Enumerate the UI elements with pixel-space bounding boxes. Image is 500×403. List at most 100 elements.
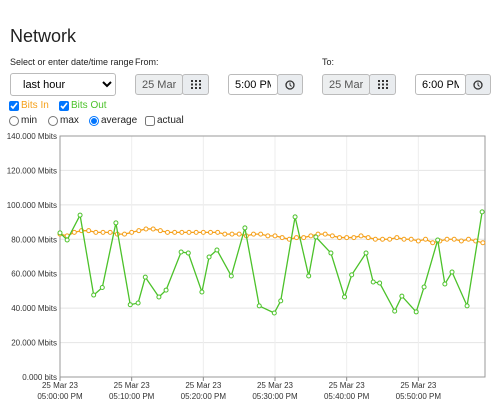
x-tick-label: 25 Mar 23	[185, 381, 222, 390]
data-point	[328, 250, 334, 256]
data-point	[415, 238, 421, 244]
data-point	[466, 236, 472, 242]
data-point	[71, 229, 77, 235]
series-label: Bits In	[21, 100, 49, 111]
data-point	[480, 240, 486, 246]
data-point	[458, 238, 464, 244]
mode-label: max	[60, 115, 79, 126]
range-select[interactable]: last hour	[10, 73, 116, 96]
data-point	[342, 294, 348, 300]
data-point	[413, 309, 419, 315]
data-point	[135, 300, 141, 306]
data-point	[394, 235, 400, 241]
data-point	[172, 229, 178, 235]
data-point	[122, 231, 128, 237]
page-title: Network	[10, 26, 77, 46]
data-point	[113, 220, 119, 226]
from-time[interactable]	[228, 74, 278, 95]
from-date[interactable]	[135, 74, 183, 95]
data-point	[337, 235, 343, 241]
clock-icon	[285, 79, 295, 90]
data-point	[430, 240, 436, 246]
y-tick-label: 120.000 Mbits	[7, 166, 57, 175]
data-point	[99, 284, 105, 290]
data-point	[344, 235, 350, 241]
data-point	[358, 233, 364, 239]
data-point	[208, 229, 214, 235]
radio[interactable]	[9, 115, 19, 126]
x-tick-label: 25 Mar 23	[329, 381, 366, 390]
data-point	[401, 236, 407, 242]
data-point	[399, 293, 405, 299]
mode-radio[interactable]: average	[89, 115, 137, 126]
data-point	[449, 269, 455, 275]
data-point	[91, 292, 97, 298]
radio[interactable]	[89, 115, 99, 126]
calendar-button[interactable]	[369, 74, 396, 95]
series-label: Bits Out	[71, 100, 107, 111]
radio[interactable]	[48, 115, 58, 126]
data-point	[142, 274, 148, 280]
data-point	[93, 229, 99, 235]
data-point	[178, 249, 184, 255]
mode-label: min	[21, 115, 38, 126]
data-point	[77, 212, 83, 218]
data-point	[127, 302, 133, 308]
data-point	[143, 226, 149, 232]
x-tick-label: 25 Mar 23	[257, 381, 294, 390]
mode-radio[interactable]: min	[9, 115, 37, 126]
series-toggle[interactable]: Bits In	[9, 100, 49, 111]
calendar-button[interactable]	[182, 74, 209, 95]
series-toggle[interactable]: Bits Out	[59, 100, 107, 111]
data-point	[107, 229, 113, 235]
data-point	[365, 235, 371, 241]
y-tick-label: 40.000 Mbits	[11, 304, 57, 313]
x-tick-label: 05:20:00 PM	[181, 392, 227, 401]
x-tick-label: 25 Mar 23	[114, 381, 151, 390]
y-tick-label: 80.000 Mbits	[11, 235, 57, 244]
data-point	[351, 235, 357, 241]
y-tick-label: 100.000 Mbits	[7, 201, 57, 210]
data-point	[258, 231, 264, 237]
data-point	[278, 298, 284, 304]
y-tick-label: 20.000 Mbits	[11, 339, 57, 348]
clock-button[interactable]	[465, 74, 491, 95]
checkbox[interactable]	[145, 115, 155, 126]
to-time[interactable]	[415, 74, 466, 95]
data-point	[228, 273, 234, 279]
data-point	[363, 250, 369, 256]
data-point	[222, 231, 228, 237]
data-point	[163, 287, 169, 293]
calendar-icon	[190, 80, 201, 89]
from-label: From:	[135, 57, 159, 67]
mode-radio[interactable]: max	[48, 115, 79, 126]
x-tick-label: 25 Mar 23	[42, 381, 79, 390]
clock-button[interactable]	[277, 74, 303, 95]
data-point	[165, 229, 171, 235]
data-point	[86, 228, 92, 234]
to-date[interactable]	[322, 74, 370, 95]
data-point	[306, 273, 312, 279]
data-point	[372, 236, 378, 242]
data-point	[444, 236, 450, 242]
data-point	[423, 236, 429, 242]
checkbox[interactable]	[59, 100, 69, 111]
plot-border	[59, 135, 486, 378]
chart: 0.000 bits 20.000 Mbits 40.000 Mbits 60.000…	[7, 132, 486, 401]
data-point	[265, 233, 271, 239]
actual-label: actual	[157, 115, 184, 126]
checkbox[interactable]	[9, 100, 19, 111]
data-point	[279, 235, 285, 241]
data-point	[229, 231, 235, 237]
actual-toggle[interactable]: actual	[145, 115, 184, 126]
data-point	[185, 250, 191, 256]
data-point	[200, 229, 206, 235]
data-point	[435, 237, 441, 243]
data-point	[451, 236, 457, 242]
data-point	[64, 237, 70, 243]
y-tick-label: 0.000 bits	[22, 373, 57, 382]
data-point	[150, 226, 156, 232]
data-point	[479, 209, 485, 215]
data-point	[294, 235, 300, 241]
